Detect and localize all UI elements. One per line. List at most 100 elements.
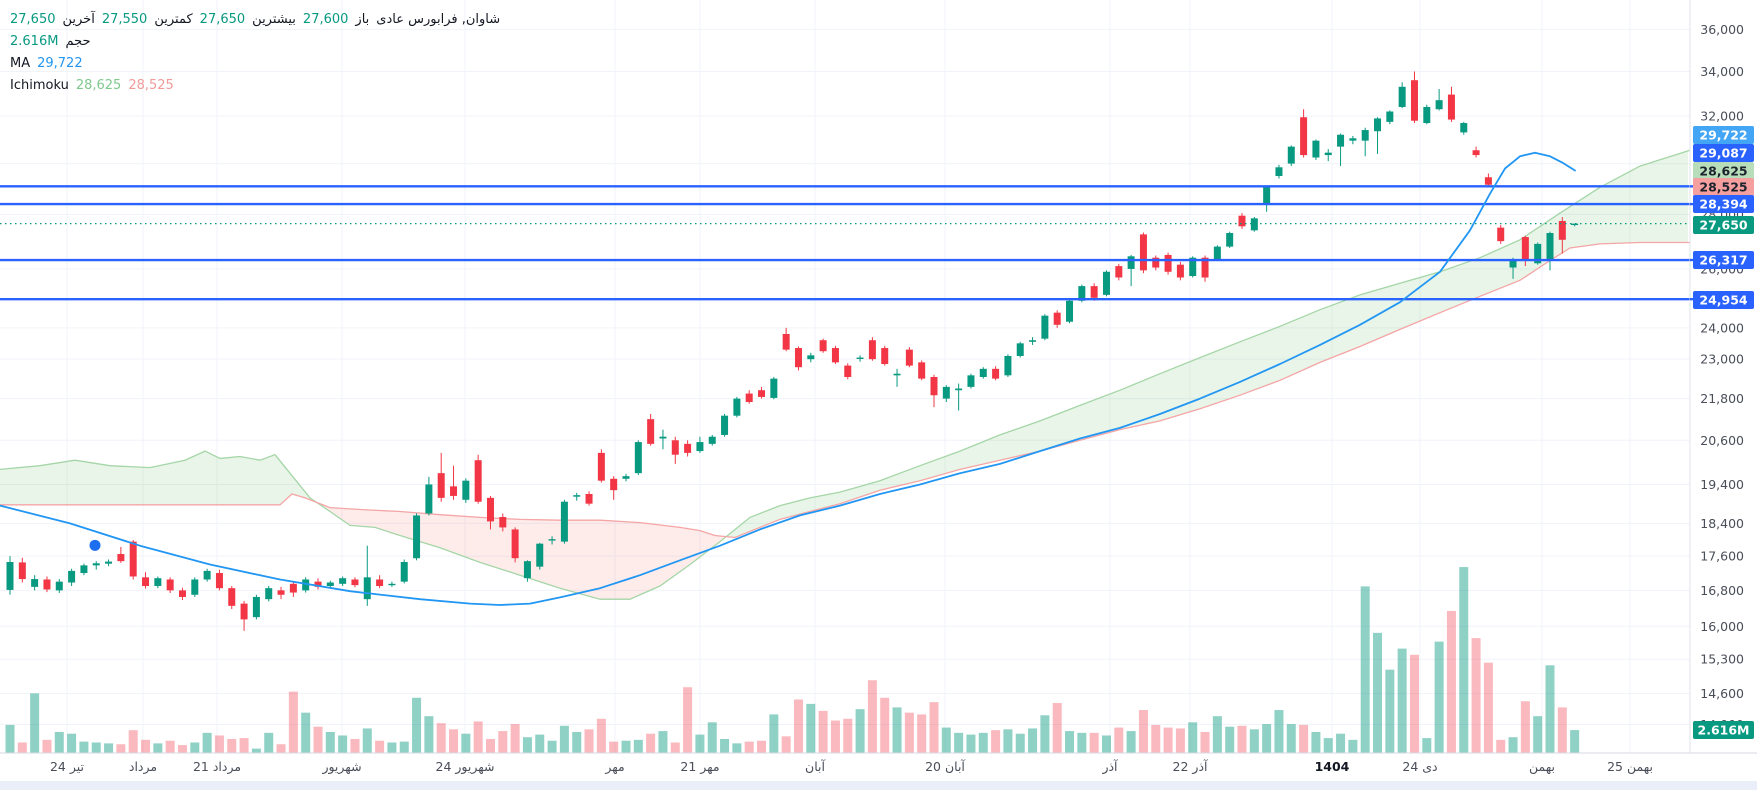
volume-bar[interactable] xyxy=(744,741,754,753)
volume-bar[interactable] xyxy=(621,740,631,753)
volume-bar[interactable] xyxy=(375,740,385,753)
volume-bar[interactable] xyxy=(646,733,656,753)
volume-bar[interactable] xyxy=(1299,724,1309,753)
candlestick[interactable] xyxy=(105,561,113,564)
candlestick[interactable] xyxy=(215,573,223,589)
candlestick[interactable] xyxy=(129,541,137,577)
price-axis-tick[interactable]: 36,000 xyxy=(1700,22,1744,37)
volume-bar[interactable] xyxy=(978,732,988,753)
candlestick[interactable] xyxy=(622,476,630,479)
candlestick[interactable] xyxy=(252,596,260,618)
candlestick[interactable] xyxy=(92,563,100,566)
volume-bar[interactable] xyxy=(1483,662,1493,753)
volume-bar[interactable] xyxy=(609,741,619,753)
volume-bar[interactable] xyxy=(1126,731,1136,753)
volume-bar[interactable] xyxy=(867,680,877,753)
volume-bar[interactable] xyxy=(1533,716,1543,753)
volume-bar[interactable] xyxy=(1262,724,1272,753)
volume-bar[interactable] xyxy=(707,722,717,753)
volume-bar[interactable] xyxy=(818,710,828,753)
volume-bar[interactable] xyxy=(485,738,495,753)
candlestick[interactable] xyxy=(905,349,913,366)
volume-bar[interactable] xyxy=(153,743,163,753)
volume-bar[interactable] xyxy=(498,731,508,753)
volume-bar[interactable] xyxy=(1336,733,1346,753)
candlestick[interactable] xyxy=(1029,340,1037,342)
candlestick[interactable] xyxy=(1053,312,1061,325)
candlestick[interactable] xyxy=(1090,286,1098,298)
volume-bar[interactable] xyxy=(1385,669,1395,753)
volume-bar[interactable] xyxy=(1040,715,1050,753)
time-axis-label[interactable]: بهمن xyxy=(1529,759,1555,775)
candlestick[interactable] xyxy=(671,440,679,455)
candlestick[interactable] xyxy=(1127,256,1135,269)
candlestick[interactable] xyxy=(228,588,236,606)
candlestick[interactable] xyxy=(1263,187,1271,204)
legend-volume-row[interactable]: حجم 2.616M xyxy=(10,30,500,52)
candlestick[interactable] xyxy=(856,357,864,359)
candlestick[interactable] xyxy=(302,579,310,591)
volume-bar[interactable] xyxy=(128,730,138,753)
candlestick[interactable] xyxy=(289,583,297,593)
volume-bar[interactable] xyxy=(954,732,964,753)
volume-bar[interactable] xyxy=(387,742,397,753)
volume-bar[interactable] xyxy=(54,731,64,753)
candlestick[interactable] xyxy=(930,376,938,396)
legend-ichimoku-row[interactable]: Ichimoku 28,625 28,525 xyxy=(10,74,500,96)
candlestick[interactable] xyxy=(782,334,790,350)
volume-bar[interactable] xyxy=(264,732,274,753)
volume-bar[interactable] xyxy=(843,718,853,753)
candlestick[interactable] xyxy=(462,480,470,500)
price-axis-tick[interactable]: 32,000 xyxy=(1700,109,1744,124)
candlestick[interactable] xyxy=(425,484,433,514)
candlestick[interactable] xyxy=(1115,266,1123,278)
candlestick[interactable] xyxy=(733,398,741,416)
volume-bar[interactable] xyxy=(806,703,816,753)
candlestick[interactable] xyxy=(1041,315,1049,339)
volume-bar[interactable] xyxy=(757,740,767,753)
candlestick[interactable] xyxy=(363,577,371,600)
legend-ma-row[interactable]: MA 29,722 xyxy=(10,52,500,74)
candlestick[interactable] xyxy=(351,579,359,586)
volume-bar[interactable] xyxy=(1471,638,1481,753)
candlestick[interactable] xyxy=(314,581,322,587)
volume-bar[interactable] xyxy=(584,729,594,753)
time-axis-label[interactable]: شهریور xyxy=(321,759,361,775)
time-axis-label[interactable]: 21 مرداد xyxy=(193,759,241,775)
volume-bar[interactable] xyxy=(1311,731,1321,753)
volume-bar[interactable] xyxy=(892,707,902,753)
volume-bar[interactable] xyxy=(683,687,693,753)
volume-bar[interactable] xyxy=(572,731,582,753)
candlestick[interactable] xyxy=(326,582,334,586)
volume-bar[interactable] xyxy=(1052,703,1062,753)
candlestick[interactable] xyxy=(1226,233,1234,247)
time-axis-label[interactable]: 24 شهریور xyxy=(436,759,495,775)
candlestick[interactable] xyxy=(1435,100,1443,110)
candlestick[interactable] xyxy=(191,579,199,595)
candlestick[interactable] xyxy=(794,348,802,368)
volume-bar[interactable] xyxy=(904,712,914,753)
time-axis-label[interactable]: 24 تیر xyxy=(50,759,85,775)
volume-bar[interactable] xyxy=(695,734,705,753)
candlestick[interactable] xyxy=(1004,355,1012,376)
candlestick[interactable] xyxy=(178,590,186,597)
candlestick[interactable] xyxy=(992,368,1000,379)
volume-bar[interactable] xyxy=(991,730,1001,753)
candlestick[interactable] xyxy=(819,340,827,352)
candlestick[interactable] xyxy=(511,529,519,559)
volume-bar[interactable] xyxy=(535,734,545,753)
volume-bar[interactable] xyxy=(510,724,520,753)
volume-bar[interactable] xyxy=(1545,665,1555,753)
candlestick[interactable] xyxy=(1312,140,1320,158)
candlestick[interactable] xyxy=(708,436,716,444)
volume-bar[interactable] xyxy=(214,735,224,753)
volume-bar[interactable] xyxy=(5,724,15,753)
volume-bar[interactable] xyxy=(1570,730,1580,753)
volume-bar[interactable] xyxy=(1496,739,1506,753)
volume-bar[interactable] xyxy=(141,739,151,753)
volume-bar[interactable] xyxy=(522,737,532,753)
candlestick[interactable] xyxy=(1484,177,1492,185)
candlestick[interactable] xyxy=(1423,106,1431,124)
volume-bar[interactable] xyxy=(781,736,791,753)
candlestick[interactable] xyxy=(918,362,926,379)
